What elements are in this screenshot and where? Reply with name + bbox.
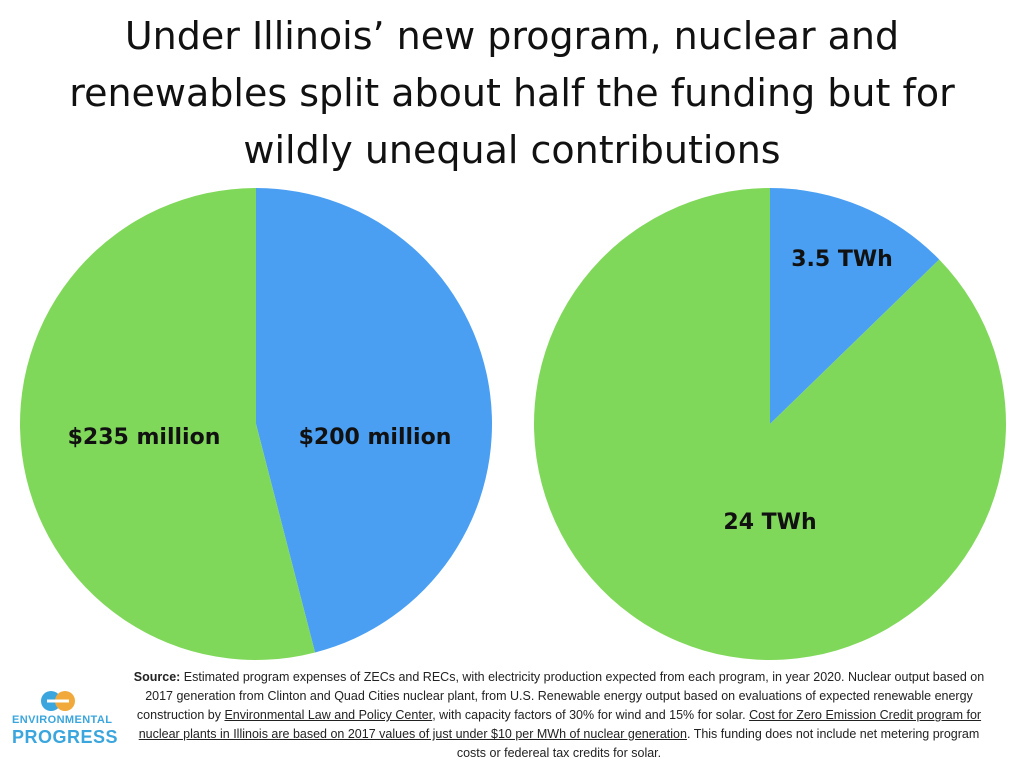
slice-renewables-output-label: 3.5 TWh — [791, 247, 893, 272]
elpc-link[interactable]: Environmental Law and Policy Center — [224, 708, 433, 722]
source-label: Source: — [133, 670, 181, 684]
slice-nuclear-funding — [256, 188, 493, 653]
output-pie: 3.5 TWh 24 TWh — [534, 187, 1006, 660]
zec-cost-link[interactable]: Cost for Zero Emission Credit program fo… — [138, 708, 982, 741]
logo-line-2: PROGRESS — [12, 727, 119, 747]
source-text-1: Estimated program expenses of ZECs and R… — [136, 670, 985, 722]
environmental-progress-logo: ENVIRONMENTAL PROGRESS — [12, 690, 119, 747]
funding-pie: $200 million $235 million — [20, 188, 493, 660]
chart-title: Under Illinois’ new program, nuclear and… — [69, 14, 955, 172]
slice-renewables-funding-label: $235 million — [68, 425, 221, 450]
slice-nuclear-output-label: 24 TWh — [723, 510, 816, 535]
source-text-3: . This funding does not include net mete… — [456, 727, 980, 760]
source-text-2: , with capacity factors of 30% for wind … — [432, 708, 750, 722]
slice-renewables-funding — [20, 188, 316, 660]
source-note: Source: Estimated program expenses of ZE… — [128, 668, 990, 763]
logo-line-1: ENVIRONMENTAL — [12, 714, 113, 726]
slice-nuclear-funding-label: $200 million — [299, 425, 452, 450]
ep-logo-icon — [41, 691, 75, 711]
slice-renewables-output — [770, 188, 940, 424]
slice-nuclear-output — [534, 187, 1006, 660]
